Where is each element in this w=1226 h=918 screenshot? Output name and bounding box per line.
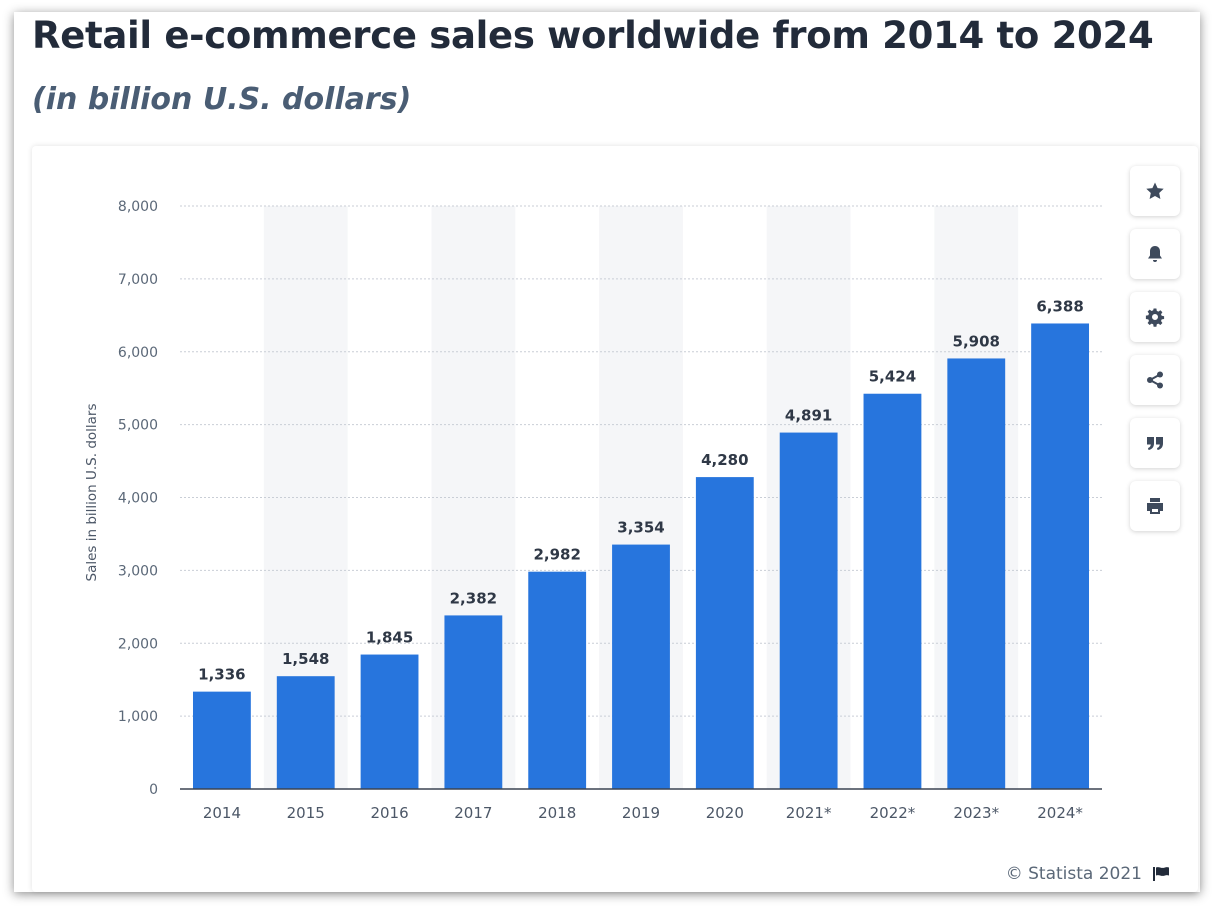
value-label: 4,280 (701, 451, 748, 469)
y-tick-label: 1,000 (118, 709, 158, 725)
bar (779, 432, 838, 789)
share-icon (1147, 371, 1163, 389)
y-tick-label: 5,000 (118, 418, 158, 434)
x-tick-label: 2024* (1037, 804, 1083, 822)
x-tick-label: 2018 (538, 804, 576, 822)
bar (863, 393, 922, 789)
value-label: 5,908 (953, 332, 1000, 350)
value-label: 3,354 (617, 519, 664, 537)
y-tick-label: 0 (149, 782, 158, 798)
y-tick-label: 4,000 (118, 491, 158, 507)
print-button[interactable] (1130, 481, 1180, 531)
y-tick-label: 6,000 (118, 345, 158, 361)
quote-icon (1147, 437, 1163, 450)
value-label: 4,891 (785, 407, 832, 425)
bar (360, 654, 419, 789)
chart-frame: Retail e-commerce sales worldwide from 2… (14, 12, 1200, 892)
bar (528, 571, 587, 789)
page-subtitle: (in billion U.S. dollars) (32, 82, 412, 117)
star-icon (1146, 182, 1164, 199)
bar (1031, 323, 1090, 789)
bar-chart: 0 1,000 2,000 3,000 4,000 5,000 6,000 7,000 8,00… (84, 199, 1102, 822)
flag-icon[interactable] (1152, 866, 1170, 882)
favorite-button[interactable] (1130, 166, 1180, 216)
bar (612, 544, 670, 789)
x-tick-label: 2019 (622, 804, 660, 822)
value-label: 2,382 (450, 589, 497, 607)
bar (444, 615, 503, 789)
value-label: 1,336 (198, 666, 245, 684)
credit-text[interactable]: © Statista 2021 (1005, 864, 1142, 884)
y-tick-label: 2,000 (118, 636, 158, 652)
x-tick-label: 2015 (287, 804, 325, 822)
bar (947, 358, 1006, 789)
chart-toolbar (1130, 166, 1182, 544)
notification-button[interactable] (1130, 229, 1180, 279)
page-title: Retail e-commerce sales worldwide from 2… (32, 14, 1154, 57)
value-label: 6,388 (1036, 297, 1083, 315)
x-tick-label: 2022* (870, 804, 916, 822)
settings-button[interactable] (1130, 292, 1180, 342)
x-tick-label: 2017 (454, 804, 492, 822)
cite-button[interactable] (1130, 418, 1180, 468)
value-label: 1,548 (282, 650, 329, 668)
value-label: 5,424 (869, 368, 916, 386)
source-credit[interactable]: © Statista 2021 (1006, 864, 1170, 884)
bar (695, 477, 754, 789)
y-tick-label: 7,000 (118, 272, 158, 288)
bar (276, 676, 335, 789)
y-tick-label: 3,000 (118, 563, 158, 579)
bar (192, 691, 251, 789)
x-tick-label: 2023* (953, 804, 999, 822)
value-label: 1,845 (366, 629, 413, 647)
value-label: 2,982 (533, 546, 580, 564)
print-icon (1147, 498, 1163, 514)
x-tick-label: 2014 (203, 804, 241, 822)
share-button[interactable] (1130, 355, 1180, 405)
x-tick-label: 2020 (706, 804, 744, 822)
bell-icon (1148, 246, 1162, 262)
y-tick-label: 8,000 (118, 199, 158, 215)
gear-icon (1145, 308, 1165, 327)
chart-panel: 0 1,000 2,000 3,000 4,000 5,000 6,000 7,000 8,00… (32, 146, 1198, 892)
y-axis-title: Sales in billion U.S. dollars (84, 403, 100, 581)
x-tick-label: 2021* (786, 804, 832, 822)
x-tick-label: 2016 (370, 804, 408, 822)
